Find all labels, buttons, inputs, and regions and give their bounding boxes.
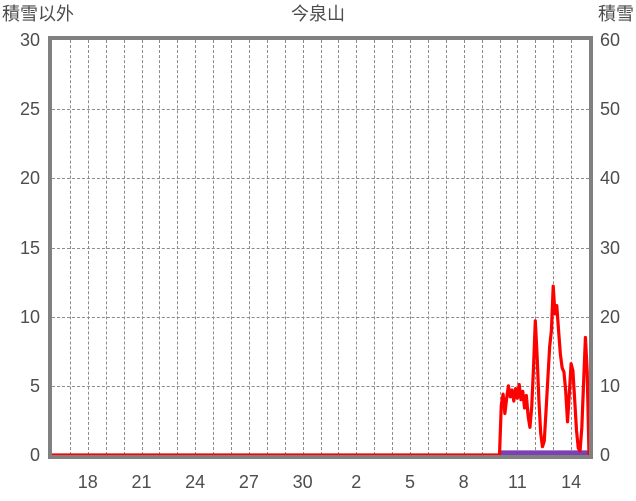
x-axis-tick-label: 14 xyxy=(561,472,582,492)
y-axis-tick-label-left: 20 xyxy=(19,168,40,189)
x-axis-tick-label: 21 xyxy=(131,472,152,492)
x-axis-tick-label: 11 xyxy=(508,472,527,492)
gridline-horizontal xyxy=(52,385,589,387)
plot-inner xyxy=(52,40,589,455)
gridline-horizontal xyxy=(52,178,589,180)
y-axis-tick-label-left: 15 xyxy=(19,237,40,258)
x-axis-tick-label: 24 xyxy=(185,472,206,492)
y-axis-tick-label-right: 0 xyxy=(600,445,611,465)
y-axis-tick-label-right: 40 xyxy=(600,168,621,189)
series-layer xyxy=(52,284,589,455)
y-axis-tick-label-right: 30 xyxy=(600,237,621,258)
x-axis-tick-label: 8 xyxy=(458,472,469,492)
gridline-horizontal xyxy=(52,247,589,249)
x-axis-tick-label: 5 xyxy=(404,472,416,492)
y-axis-tick-label-right: 20 xyxy=(600,306,621,327)
gridline-horizontal xyxy=(52,316,589,318)
x-axis-tick-label: 18 xyxy=(77,472,98,492)
plot-area xyxy=(48,36,593,459)
chart-title: 今泉山 xyxy=(291,4,345,24)
y-axis-tick-label-left: 25 xyxy=(19,99,40,120)
left-axis-name: 積雪以外 xyxy=(2,4,74,24)
y-axis-tick-label-left: 0 xyxy=(29,445,40,465)
y-axis-tick-label-right: 10 xyxy=(600,375,621,396)
y-axis-tick-label-left: 10 xyxy=(19,306,40,327)
y-axis-tick-label-right: 50 xyxy=(600,99,621,120)
y-axis-tick-label-left: 30 xyxy=(19,30,40,50)
right-axis-name: 積雪 xyxy=(598,4,634,24)
gridline-horizontal xyxy=(52,109,589,111)
y-axis-tick-label-left: 5 xyxy=(29,375,40,396)
series-non-snow-line xyxy=(52,284,589,455)
x-axis-tick-label: 2 xyxy=(351,472,362,492)
y-axis-tick-label-right: 60 xyxy=(600,30,621,50)
x-axis-tick-label: 30 xyxy=(292,472,313,492)
x-axis-tick-label: 27 xyxy=(238,472,259,492)
